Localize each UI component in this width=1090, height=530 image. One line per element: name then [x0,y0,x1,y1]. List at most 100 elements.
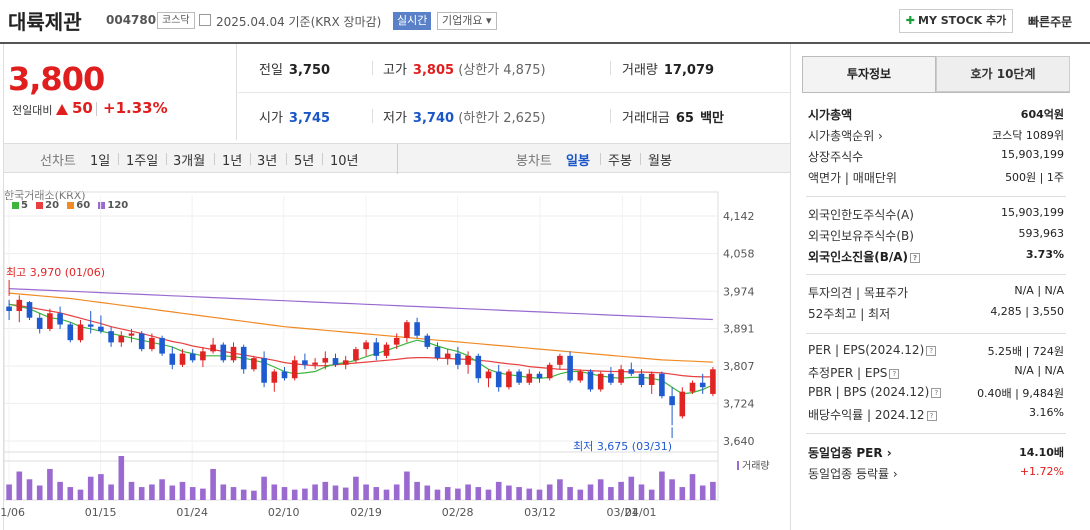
volume-bar [159,479,165,500]
candle-body [638,373,645,385]
invest-row: 액면가 | 매매단위 500원 | 1주 [808,169,1064,189]
invest-row: 동일업종 PER › 14.10배 [808,444,1064,464]
tab-period-5y[interactable]: 5년 [294,154,315,169]
invest-row-label[interactable]: 시가총액순위 › [808,129,883,143]
invest-row-value: 4,285 | 3,550 [990,305,1064,318]
volume-bar [485,489,492,500]
volume-bar [659,471,665,500]
moving-average-ma5 [8,303,714,395]
invest-row: 외국인소진율(B/A)? 3.73% [808,248,1064,268]
volume-frame [3,451,719,501]
candle-body [628,369,635,374]
invest-row-value: 코스닥 1089위 [992,129,1064,142]
tab-candle-weekly[interactable]: 주봉 [608,154,632,169]
candle-body [230,346,237,361]
divider [96,102,97,116]
date-text: 2025.04.04 기준(KRX 장마감) [216,15,382,29]
invest-row: 추정PER | EPS? N/A | N/A [808,364,1064,384]
moving-average-ma20 [9,303,713,378]
legend-swatch [67,201,75,209]
price-chart[interactable]: 4,142 4,058 3,974 3,891 3,807 3,724 3,640 01/06… [0,0,790,530]
volume-bar [98,474,104,500]
invest-row-label: 52주최고 | 최저 [808,307,891,321]
price-stats: 전일 3,750 고가 3,805 (상한가 4,875) 거래량 17,079 시가… [238,44,790,140]
candle-body [710,369,716,394]
volume-bar [210,468,216,500]
tab-orderbook[interactable]: 호가 10단계 [936,56,1070,92]
moving-average-ma120 [9,288,713,321]
volume-bar [383,489,390,500]
candle-body [36,317,43,329]
candle-body [281,371,288,379]
prev-close: 전일 3,750 [259,59,330,78]
candle-body [118,335,125,343]
calendar-icon [199,14,211,26]
invest-row-label[interactable]: 동일업종 등락률 › [808,467,898,481]
candle-body [108,331,114,343]
company-overview-dropdown[interactable]: 기업개요 ▾ [437,12,497,30]
invest-row: PER | EPS(2024.12)? 5.25배 | 724원 [808,343,1064,363]
divider [118,153,119,165]
tab-period-1y[interactable]: 1년 [222,154,243,169]
up-arrow-icon [56,104,68,115]
panel-divider [790,44,791,530]
divider [166,153,167,165]
invest-row: 투자의견 | 목표주가 N/A | N/A [808,284,1064,304]
volume-bar [312,484,318,500]
candle-body [587,371,594,390]
lower-limit: (하한가 2,625) [458,111,546,126]
tab-invest-info[interactable]: 투자정보 [802,56,936,92]
legend-swatch [36,201,44,209]
volume-bar [495,481,502,500]
tab-period-3y[interactable]: 3년 [257,154,278,169]
volume-bar [138,487,145,500]
tab-period-1w[interactable]: 1주일 [126,154,159,169]
invest-row-label: PER | EPS(2024.12)? [808,343,937,357]
y-tick-label: 4,058 [723,248,755,261]
help-icon[interactable]: ? [926,410,937,421]
candle-body [648,373,655,385]
divider [372,109,373,123]
header-divider [0,42,1090,44]
prev-value: 3,750 [288,63,331,78]
chart-tabs: 선차트 1일 1주일 3개월 1년 3년 5년 10년 봉차트 일봉 주봉 월봉 [4,143,790,174]
help-icon[interactable]: ? [926,345,937,356]
chart-legend: 5 20 60 120 [12,200,133,211]
candle-body [506,371,512,388]
volume-bar [587,484,594,500]
x-tick-label: 01/24 [176,506,208,519]
tab-period-1d[interactable]: 1일 [90,154,111,169]
candle-body [485,371,492,379]
tab-period-3m[interactable]: 3개월 [173,154,206,169]
volume-bar [281,487,288,500]
divider [802,92,1070,93]
volume-legend-swatch [737,461,739,470]
my-stock-add-button[interactable]: ✚ MY STOCK 추가 [899,9,1013,33]
tab-candle-daily[interactable]: 일봉 [566,154,590,169]
invest-row: 배당수익률 | 2024.12? 3.16% [808,406,1064,426]
invest-row-label: 배당수익률 | 2024.12? [808,406,937,423]
line-chart-label: 선차트 [40,154,76,169]
help-icon[interactable]: ? [931,387,942,398]
invest-row-label[interactable]: 동일업종 PER › [808,446,892,460]
invest-row-label: 추정PER | EPS? [808,364,900,381]
volume-bar [434,489,441,500]
moving-average-ma60 [9,292,713,363]
candle-body [516,371,522,383]
volume-bar [557,479,563,500]
divider [372,61,373,75]
tab-candle-monthly[interactable]: 월봉 [648,154,672,169]
candle-body [404,322,410,338]
divider [322,153,323,165]
help-icon[interactable]: ? [889,368,900,379]
help-icon[interactable]: ? [910,252,921,263]
divider [806,333,1066,334]
candle-body [414,322,420,336]
candle-body [77,324,84,341]
live-badge[interactable]: 실시간 [393,12,432,30]
candle-body [546,364,553,379]
quick-order-button[interactable]: 빠른주문 [1028,15,1073,29]
tab-period-10y[interactable]: 10년 [330,154,359,169]
candle-body [444,353,451,359]
volume-label: 거래량 [622,63,658,78]
